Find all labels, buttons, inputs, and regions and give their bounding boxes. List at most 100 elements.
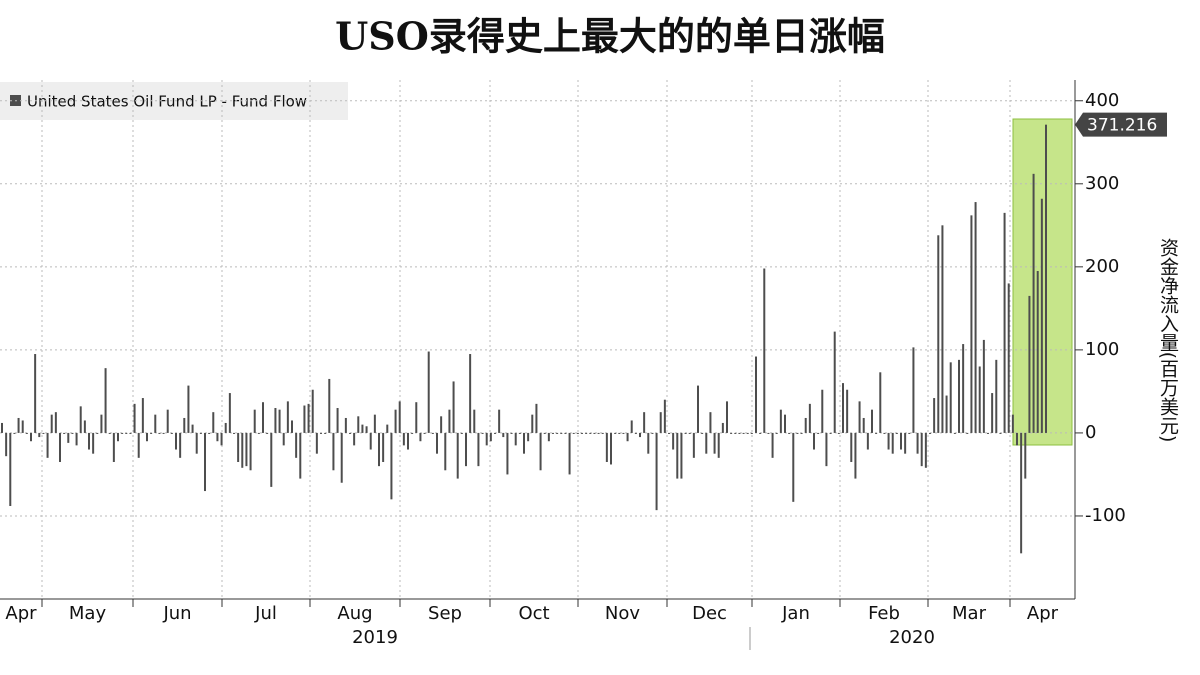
bar [233, 432, 235, 434]
y-axis-label: 资金净流入量(百万美元) [1157, 237, 1179, 442]
bar [933, 398, 936, 433]
bar [208, 432, 211, 434]
bar [668, 432, 670, 434]
bar [879, 372, 882, 433]
bar [626, 432, 629, 442]
bar [191, 424, 194, 433]
y-tick-label: 200 [1085, 256, 1119, 277]
bar [452, 381, 455, 433]
bar [771, 432, 774, 458]
bar [498, 409, 501, 433]
bar [59, 432, 61, 462]
bar [788, 432, 791, 434]
bar [340, 432, 343, 483]
bar [141, 398, 144, 433]
bar [995, 359, 998, 433]
bar [916, 432, 919, 454]
y-tick-label: 100 [1085, 339, 1119, 360]
bar [837, 432, 840, 434]
bar [688, 432, 691, 434]
bar [237, 432, 240, 462]
y-tick-label: 300 [1085, 173, 1119, 194]
bar [982, 339, 985, 433]
bar [543, 432, 546, 434]
bar [21, 420, 24, 433]
bar [750, 432, 753, 434]
bar [307, 403, 310, 433]
bar [974, 202, 977, 433]
bar [278, 409, 281, 433]
bar [46, 432, 49, 458]
bar [891, 432, 894, 454]
bar [38, 432, 41, 438]
bar [991, 393, 994, 433]
bar [634, 432, 637, 434]
bar [204, 432, 206, 492]
bar [42, 432, 45, 434]
bar [738, 432, 741, 434]
x-tick-label: Mar [952, 603, 987, 624]
bar [315, 432, 318, 454]
bar [581, 432, 583, 434]
bar [431, 432, 434, 434]
bar [556, 432, 559, 434]
bar [779, 409, 782, 433]
bar [970, 215, 973, 433]
bar [34, 354, 37, 433]
bar [104, 368, 107, 433]
bar [576, 432, 579, 434]
bar [850, 432, 853, 462]
bar [618, 432, 621, 434]
bar [357, 416, 360, 433]
bar [311, 389, 314, 433]
bar [369, 432, 372, 450]
bar [365, 426, 368, 433]
bar [398, 401, 401, 433]
x-tick-label: Jan [781, 603, 810, 624]
bar [253, 409, 256, 433]
bar [245, 432, 248, 467]
bar [929, 432, 931, 434]
bar [92, 432, 95, 454]
bar [54, 412, 57, 433]
bar [978, 366, 981, 433]
bar [299, 432, 302, 479]
bar [228, 393, 231, 433]
bar [871, 409, 873, 433]
x-tick-label: Apr [5, 603, 37, 624]
bar [937, 235, 940, 433]
bar [150, 432, 153, 434]
bar [117, 432, 119, 442]
bar [303, 405, 306, 433]
bar [88, 432, 90, 450]
bar [266, 432, 269, 434]
bar [531, 414, 534, 433]
bar [112, 432, 115, 462]
bar [324, 432, 327, 434]
bar [332, 432, 335, 471]
bar [270, 432, 273, 487]
bar [382, 432, 385, 462]
bar [50, 414, 53, 433]
bar [821, 389, 824, 433]
bar [286, 401, 289, 433]
bar [183, 417, 186, 433]
bar [506, 432, 509, 475]
bar [249, 432, 252, 471]
bar [796, 432, 799, 434]
year-label: 2020 [889, 627, 935, 648]
bar [108, 432, 111, 434]
bar [547, 432, 550, 442]
bar [601, 432, 604, 434]
bar [833, 331, 836, 433]
bar [328, 378, 331, 433]
bar [564, 432, 567, 434]
bar [25, 432, 28, 434]
bar [605, 432, 608, 462]
last-value-label: 371.216 [1087, 116, 1157, 136]
bar [759, 432, 762, 434]
bar [133, 403, 136, 433]
bar [717, 432, 720, 458]
bar [908, 432, 911, 434]
